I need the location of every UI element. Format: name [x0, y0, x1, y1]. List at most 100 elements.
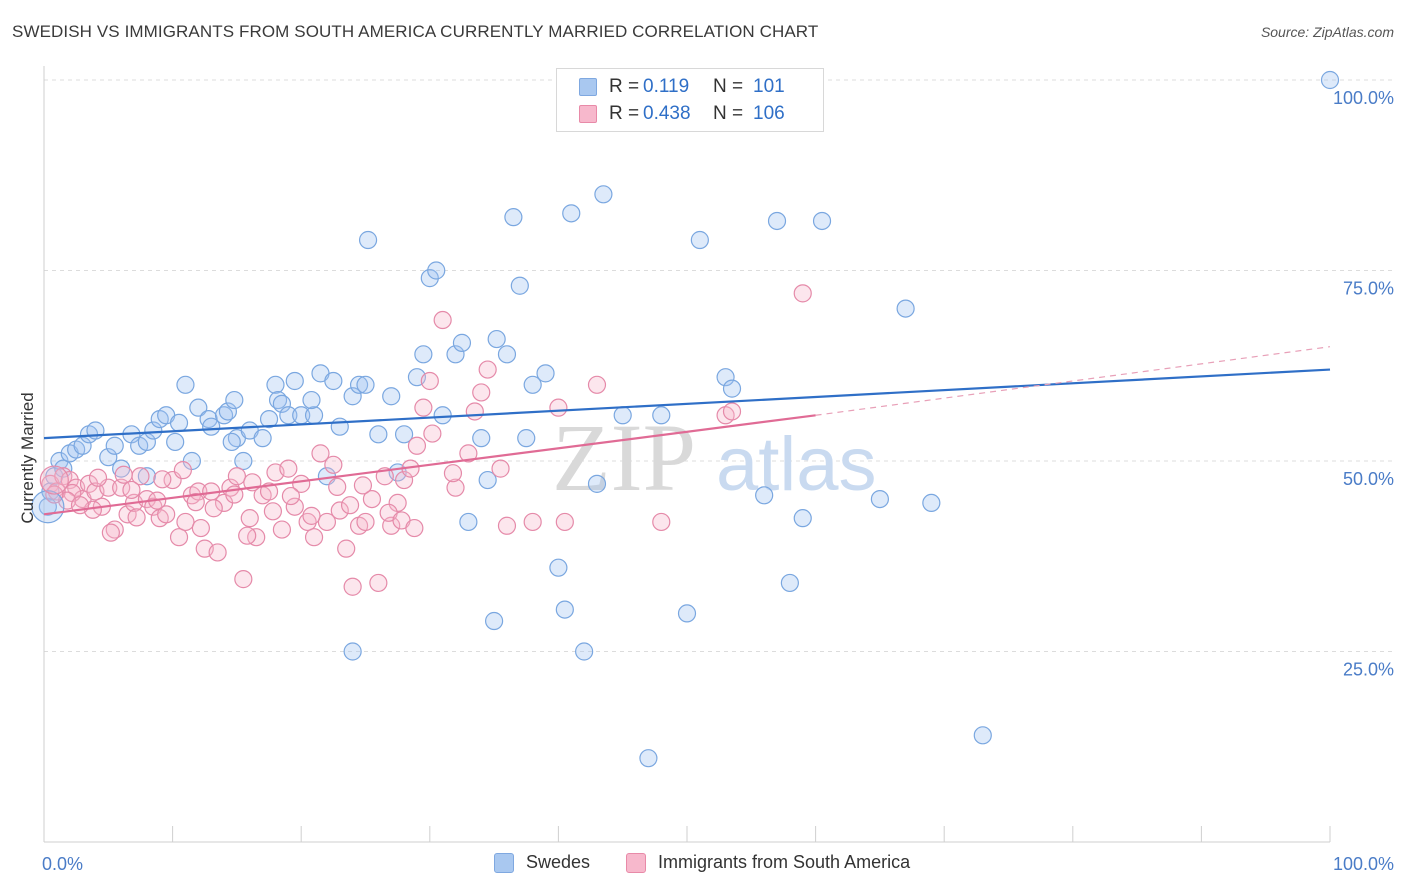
- swedes-point: [169, 413, 189, 432]
- swedes-point: [253, 429, 272, 448]
- axis-labels: 25.0% 50.0% 75.0% 100.0% 0.0% 100.0% Currently…: [18, 88, 1394, 874]
- swedes-point: [594, 185, 613, 204]
- swedes-point: [137, 467, 156, 486]
- r-value: 0.119: [643, 76, 690, 97]
- swedes-point: [189, 398, 208, 417]
- immigrants-point: [173, 461, 192, 480]
- swedes-point: [523, 375, 542, 394]
- legend-item-swedes[interactable]: Swedes: [494, 852, 590, 873]
- immigrants-point: [328, 477, 347, 497]
- immigrants-point: [652, 512, 671, 532]
- immigrants-point: [263, 502, 283, 521]
- legend-item-immigrants[interactable]: Immigrants from South America: [626, 852, 910, 873]
- swedes-point: [343, 642, 362, 661]
- immigrants-point: [497, 516, 517, 535]
- swedes-point: [225, 390, 244, 410]
- series-legend: Swedes Immigrants from South America: [0, 852, 1406, 878]
- immigrants-point: [356, 512, 375, 532]
- swedes-point: [176, 375, 195, 394]
- y-axis-label: Currently Married: [18, 392, 37, 523]
- stats-row-swedes: R = 0.119 N = 101: [579, 76, 785, 98]
- immigrants-point: [423, 424, 442, 443]
- swedes-point: [716, 368, 735, 387]
- swedes-point: [1320, 70, 1340, 90]
- immigrants-point: [79, 474, 99, 493]
- immigrants-point: [234, 570, 253, 589]
- immigrants-point: [186, 493, 205, 512]
- swedes-point: [677, 604, 697, 623]
- legend-label-swedes: Swedes: [526, 852, 591, 872]
- swedes-point: [639, 749, 658, 768]
- watermark: ZIP atlas: [552, 404, 877, 511]
- immigrants-point: [414, 398, 433, 417]
- swedes-point: [420, 269, 439, 288]
- immigrants-point: [153, 470, 172, 489]
- swedes-point: [324, 371, 343, 391]
- stats-legend: R = 0.119 N = 101 R = 0.438 N = 106: [556, 68, 824, 132]
- swedes-point: [343, 387, 362, 406]
- y-tick-label: 50.0%: [1343, 469, 1394, 489]
- swedes-point: [652, 406, 671, 425]
- swedes-point: [302, 390, 321, 410]
- swedes-point: [478, 470, 497, 490]
- immigrants-point: [317, 512, 337, 532]
- swedes-point: [722, 379, 742, 398]
- r-label: R =: [609, 76, 640, 97]
- immigrants-point: [281, 486, 301, 506]
- swedes-point: [755, 486, 774, 505]
- immigrants-point: [324, 455, 343, 474]
- swedes-point: [485, 611, 504, 631]
- swedes-point: [358, 230, 378, 250]
- immigrants-point: [443, 464, 463, 483]
- swedes-point: [536, 364, 555, 383]
- legend-swatch-swedes: [494, 852, 514, 873]
- swedes-point: [487, 329, 506, 349]
- immigrants-point: [304, 528, 324, 547]
- swedes-point: [304, 406, 324, 425]
- data-points: [31, 70, 1340, 768]
- immigrants-point: [272, 520, 292, 539]
- swedes-point: [394, 425, 414, 444]
- immigrants-point: [191, 518, 210, 538]
- swedes-point: [285, 371, 304, 391]
- swedes-point: [549, 558, 568, 577]
- immigrants-point: [39, 465, 69, 495]
- swedes-point: [613, 406, 632, 425]
- immigrants-trend-extension: [815, 346, 1331, 416]
- immigrants-point: [343, 577, 362, 596]
- immigrants-point: [88, 468, 108, 487]
- immigrants-point: [722, 402, 742, 421]
- immigrants-point: [369, 573, 388, 593]
- swedes-point: [587, 474, 607, 493]
- r-label: R =: [609, 103, 640, 124]
- immigrants-trend-line: [43, 414, 816, 516]
- swedes-point: [562, 204, 581, 223]
- swedes-point: [105, 436, 124, 455]
- swedes-point: [166, 432, 185, 452]
- immigrants-point: [292, 474, 311, 493]
- swedes-point: [427, 261, 446, 280]
- swedes-point: [259, 409, 279, 429]
- immigrants-point: [587, 375, 607, 394]
- swedes-point: [452, 333, 472, 352]
- swedes-point: [31, 490, 65, 524]
- swedes-point: [510, 276, 529, 295]
- immigrants-point: [491, 459, 510, 478]
- immigrants-point: [311, 444, 330, 463]
- swedes-point: [414, 345, 433, 364]
- n-value: 106: [753, 103, 785, 124]
- immigrants-point: [169, 528, 189, 547]
- source-label: Source: ZipAtlas.com: [1260, 24, 1394, 40]
- y-tick-label: 100.0%: [1333, 88, 1394, 108]
- axes: [43, 66, 1331, 843]
- immigrants-point: [555, 512, 574, 532]
- immigrants-point: [337, 539, 356, 558]
- x-tick-label: 0.0%: [42, 854, 83, 874]
- chart-title: SWEDISH VS IMMIGRANTS FROM SOUTH AMERICA…: [12, 22, 819, 41]
- immigrants-point: [478, 360, 497, 379]
- immigrants-point: [405, 518, 424, 538]
- swedes-point: [279, 406, 298, 425]
- immigrants-point: [472, 383, 491, 402]
- n-value: 101: [753, 76, 785, 97]
- immigrants-point: [127, 508, 146, 527]
